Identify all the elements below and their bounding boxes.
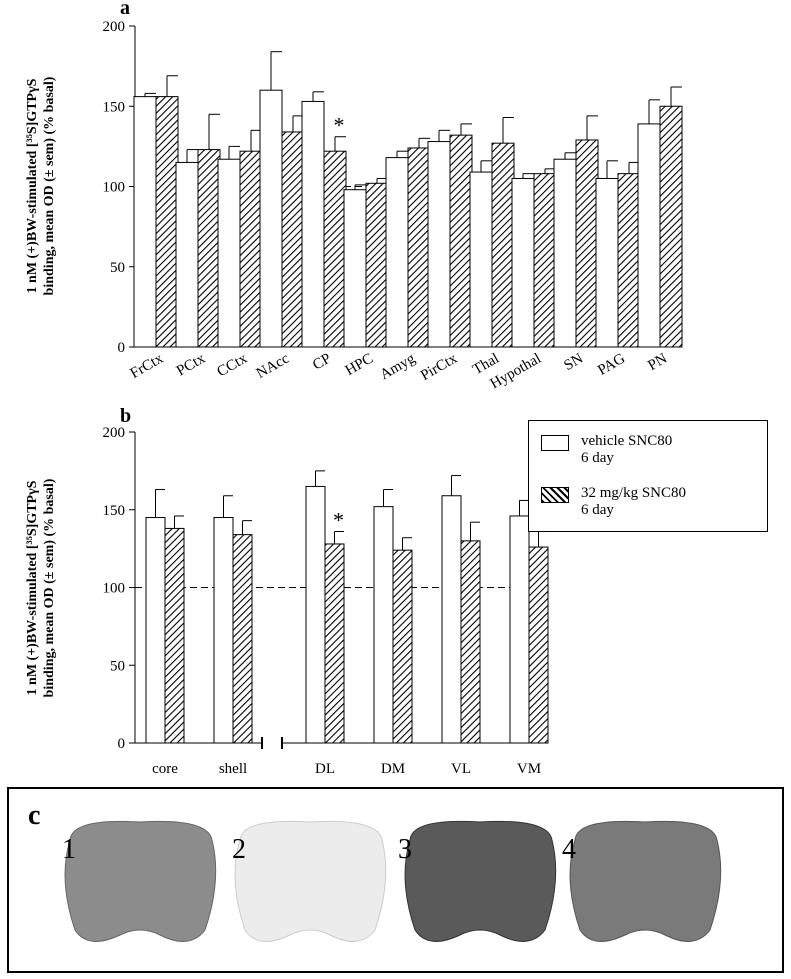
bar [595, 177, 619, 348]
bar [373, 506, 394, 744]
bar [301, 100, 325, 348]
x-tick-label: VM [517, 761, 541, 777]
legend-label: vehicle SNC80 6 day [581, 433, 673, 466]
bar [392, 549, 413, 744]
y-axis-label: 1 nM (+)BW-stimulated [³⁵S]GTPγS [25, 78, 40, 293]
bar [155, 96, 179, 348]
panel-label: b [120, 405, 131, 427]
bar [407, 147, 431, 348]
x-tick-label: FrCtx [128, 350, 167, 382]
bar [133, 96, 157, 348]
x-tick-label: PN [645, 351, 670, 375]
annotation: * [334, 113, 345, 138]
bar [617, 173, 641, 348]
bar [164, 527, 185, 744]
y-tick-label: 200 [103, 19, 126, 35]
legend-item: 32 mg/kg SNC80 6 day [541, 485, 686, 519]
bar [213, 517, 234, 744]
bar [217, 158, 241, 348]
bar [509, 515, 530, 744]
y-tick-label: 100 [103, 180, 126, 196]
bar [305, 485, 326, 744]
x-tick-label: CP [310, 351, 334, 374]
bar [460, 540, 481, 744]
x-tick-label: DL [315, 761, 335, 777]
image-label: 4 [562, 834, 576, 865]
x-tick-label: VL [451, 761, 471, 777]
y-axis-label: binding, mean OD (± sem) (% basal) [42, 478, 57, 697]
bar [575, 139, 599, 348]
bar [175, 161, 199, 348]
y-tick-label: 50 [110, 260, 125, 276]
x-tick-label: shell [219, 761, 247, 777]
x-tick-label: PAG [595, 351, 628, 379]
bar [637, 123, 661, 348]
panel-c-frame [7, 787, 784, 973]
y-tick-label: 100 [103, 581, 126, 597]
x-tick-label: CCtx [215, 350, 251, 380]
x-tick-label: DM [381, 761, 405, 777]
panel-label: a [120, 0, 130, 19]
legend-swatch [541, 487, 569, 503]
y-axis-label: binding, mean OD (± sem) (% basal) [42, 76, 57, 295]
x-tick-label: PirCtx [418, 350, 460, 384]
bar [427, 141, 451, 348]
bar [385, 157, 409, 348]
y-tick-label: 200 [103, 425, 126, 441]
bar [441, 495, 462, 744]
bar [197, 149, 221, 348]
x-tick-label: core [152, 761, 178, 777]
annotation: * [333, 508, 344, 533]
legend-label: 32 mg/kg SNC80 6 day [581, 485, 687, 518]
bar [469, 171, 493, 348]
bar [323, 150, 347, 348]
bar [239, 150, 263, 348]
brain-images [64, 820, 722, 942]
bar [145, 517, 166, 744]
bar [324, 543, 345, 744]
x-tick-label: SN [561, 351, 586, 375]
bar [528, 546, 549, 744]
y-tick-label: 150 [103, 99, 126, 115]
x-tick-label: NAcc [254, 350, 293, 382]
bar [553, 158, 577, 348]
legend-item: vehicle SNC80 6 day [541, 433, 672, 467]
image-label: 2 [232, 834, 246, 865]
x-tick-label: Amyg [378, 350, 419, 383]
bar [343, 189, 367, 348]
bar [259, 89, 283, 348]
y-tick-label: 0 [118, 736, 126, 752]
bar [511, 177, 535, 348]
bar [533, 173, 557, 348]
legend-swatch [541, 435, 569, 451]
image-label: 3 [398, 834, 412, 865]
bar [491, 142, 515, 348]
bar [449, 134, 473, 348]
y-tick-label: 50 [110, 658, 125, 674]
x-tick-label: HPC [343, 351, 376, 379]
x-tick-label: PCtx [174, 350, 208, 379]
legend: vehicle SNC80 6 day 32 mg/kg SNC80 6 day [528, 420, 768, 532]
bar [659, 105, 683, 348]
y-axis-label: 1 nM (+)BW-stimulated [³⁵S]GTPγS [25, 480, 40, 695]
bar [281, 131, 305, 348]
bar [232, 534, 253, 744]
y-tick-label: 150 [103, 503, 126, 519]
panel-label: c [28, 800, 40, 831]
y-tick-label: 0 [118, 340, 126, 356]
image-label: 1 [62, 834, 76, 865]
bar [365, 182, 389, 348]
